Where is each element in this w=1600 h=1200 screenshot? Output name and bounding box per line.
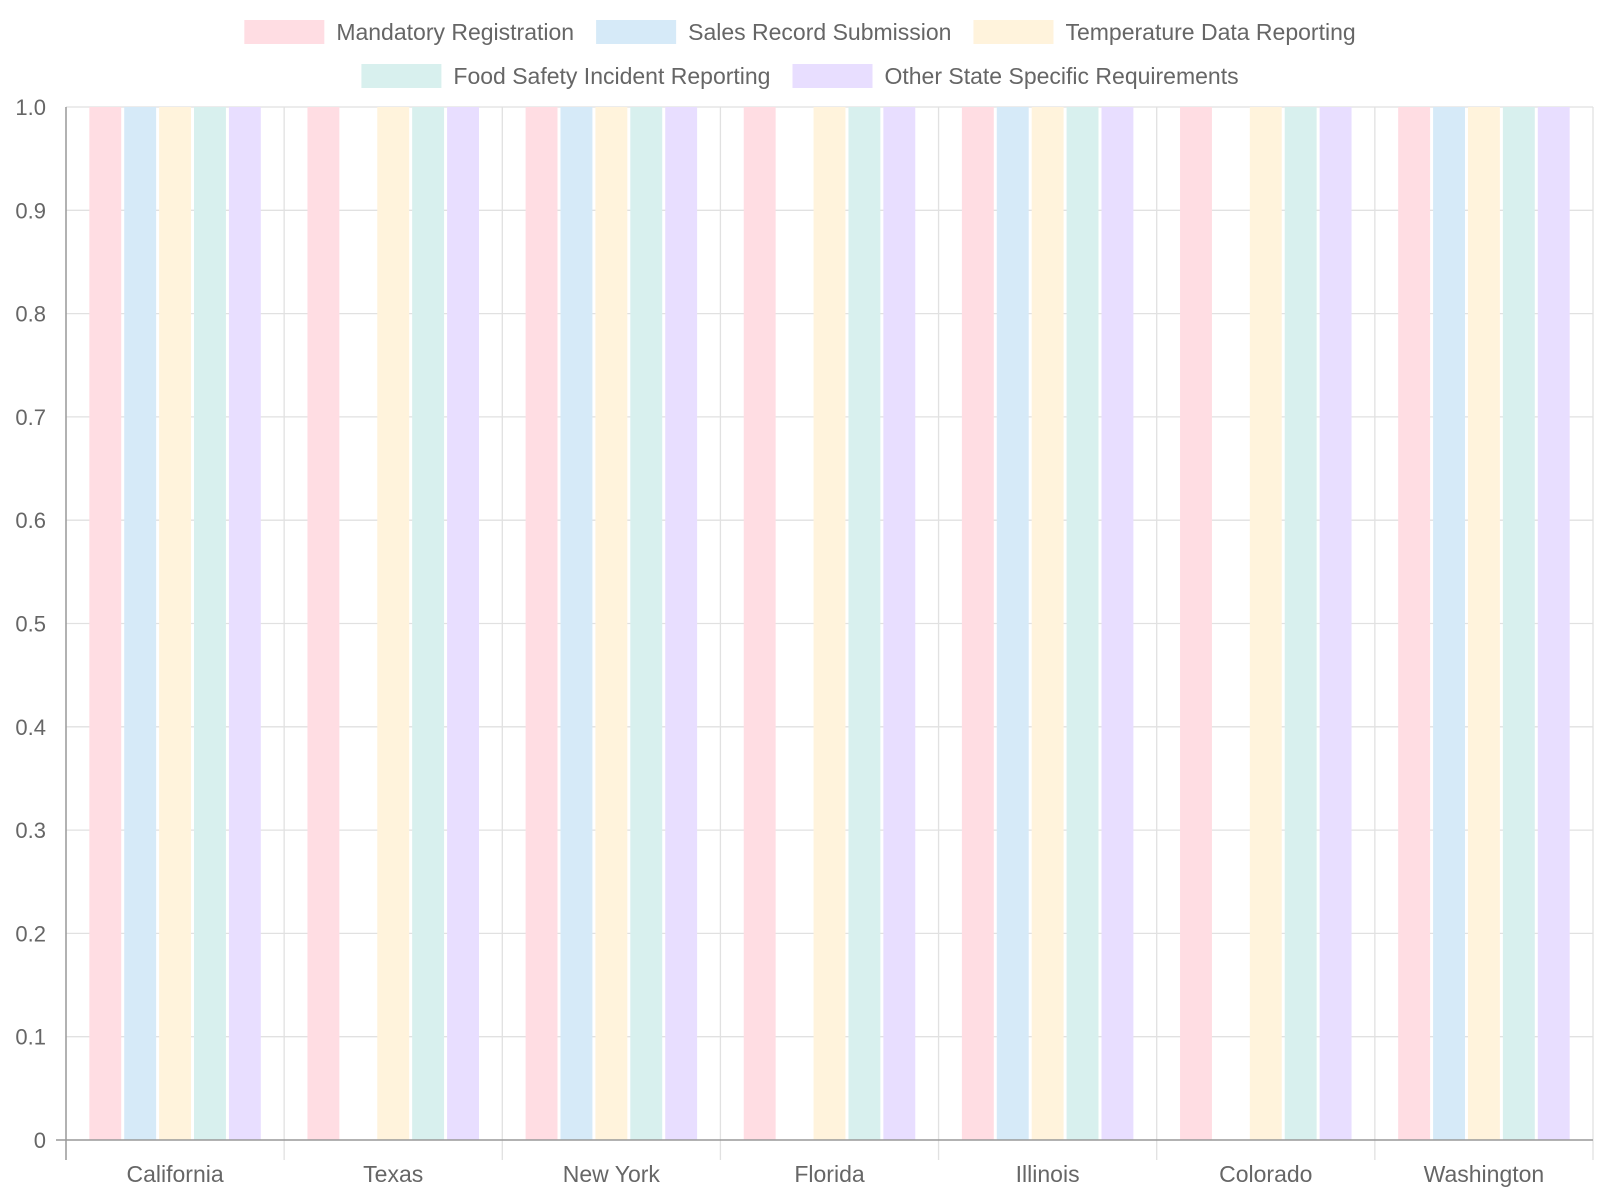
bar[interactable] [159, 107, 192, 1140]
bar[interactable] [996, 107, 1029, 1140]
chart-legend: Mandatory Registration Sales Record Submi… [244, 19, 1356, 89]
y-tick-label: 0.5 [15, 612, 46, 637]
legend-swatch [792, 64, 873, 88]
y-tick-label: 1.0 [15, 95, 46, 120]
bar[interactable] [665, 107, 698, 1140]
bar[interactable] [1398, 107, 1431, 1140]
x-tick-label: Illinois [1016, 1161, 1080, 1187]
bar[interactable] [1284, 107, 1317, 1140]
bar[interactable] [447, 107, 479, 1140]
bar[interactable] [412, 107, 445, 1140]
bar[interactable] [89, 107, 122, 1140]
legend-item[interactable]: Sales Record Submission [596, 19, 951, 45]
legend-item[interactable]: Other State Specific Requirements [792, 63, 1239, 89]
y-tick-label: 0 [34, 1128, 46, 1153]
bar[interactable] [813, 107, 846, 1140]
bar[interactable] [1319, 107, 1352, 1140]
legend-swatch [973, 20, 1054, 44]
x-tick-label: Colorado [1219, 1161, 1312, 1187]
y-tick-label: 0.7 [15, 405, 46, 430]
y-tick-label: 0.9 [15, 198, 46, 223]
y-tick-label: 0.1 [15, 1025, 46, 1050]
legend-swatch [244, 20, 325, 44]
x-tick-label: Florida [794, 1161, 865, 1187]
y-tick-label: 0.2 [15, 921, 46, 946]
bar[interactable] [883, 107, 916, 1140]
bar[interactable] [1180, 107, 1212, 1140]
x-tick-label: Washington [1424, 1161, 1545, 1187]
legend-label: Temperature Data Reporting [1065, 19, 1355, 45]
bar[interactable] [848, 107, 881, 1140]
bar[interactable] [961, 107, 994, 1140]
y-tick-label: 0.6 [15, 508, 46, 533]
legend-swatch [596, 20, 677, 44]
legend-swatch [361, 64, 442, 88]
y-tick-label: 0.4 [15, 715, 46, 740]
legend-label: Other State Specific Requirements [884, 63, 1238, 89]
legend-label: Food Safety Incident Reporting [453, 63, 770, 89]
bar[interactable] [228, 107, 261, 1140]
legend-label: Sales Record Submission [688, 19, 951, 45]
chart-axes [56, 107, 1593, 1160]
bar[interactable] [124, 107, 157, 1140]
bar[interactable] [377, 107, 410, 1140]
bar[interactable] [1066, 107, 1099, 1140]
x-tick-label: Texas [363, 1161, 423, 1187]
legend-item[interactable]: Food Safety Incident Reporting [361, 63, 770, 89]
bar[interactable] [1467, 107, 1500, 1140]
bar[interactable] [560, 107, 593, 1140]
bar[interactable] [1031, 107, 1064, 1140]
y-tick-label: 0.3 [15, 818, 46, 843]
chart-bars [89, 107, 1570, 1140]
bar[interactable] [525, 107, 558, 1140]
bar[interactable] [743, 107, 776, 1140]
x-axis-ticks: California Texas New York Florida Illinois Co… [126, 1161, 1544, 1187]
bar[interactable] [1537, 107, 1570, 1140]
bar[interactable] [630, 107, 663, 1140]
bar[interactable] [1101, 107, 1134, 1140]
bar[interactable] [595, 107, 628, 1140]
legend-item[interactable]: Mandatory Registration [244, 19, 574, 45]
bar[interactable] [1249, 107, 1282, 1140]
x-tick-label: New York [563, 1161, 661, 1187]
legend-item[interactable]: Temperature Data Reporting [973, 19, 1356, 45]
bar[interactable] [1502, 107, 1535, 1140]
bar[interactable] [1433, 107, 1465, 1140]
y-axis-ticks: 0 0.1 0.2 0.3 0.4 0.5 0.6 0.7 0.8 0.9 1.0 [15, 95, 46, 1153]
y-tick-label: 0.8 [15, 302, 46, 327]
legend-label: Mandatory Registration [336, 19, 574, 45]
x-tick-label: California [126, 1161, 223, 1187]
bar[interactable] [194, 107, 226, 1140]
bar[interactable] [307, 107, 340, 1140]
